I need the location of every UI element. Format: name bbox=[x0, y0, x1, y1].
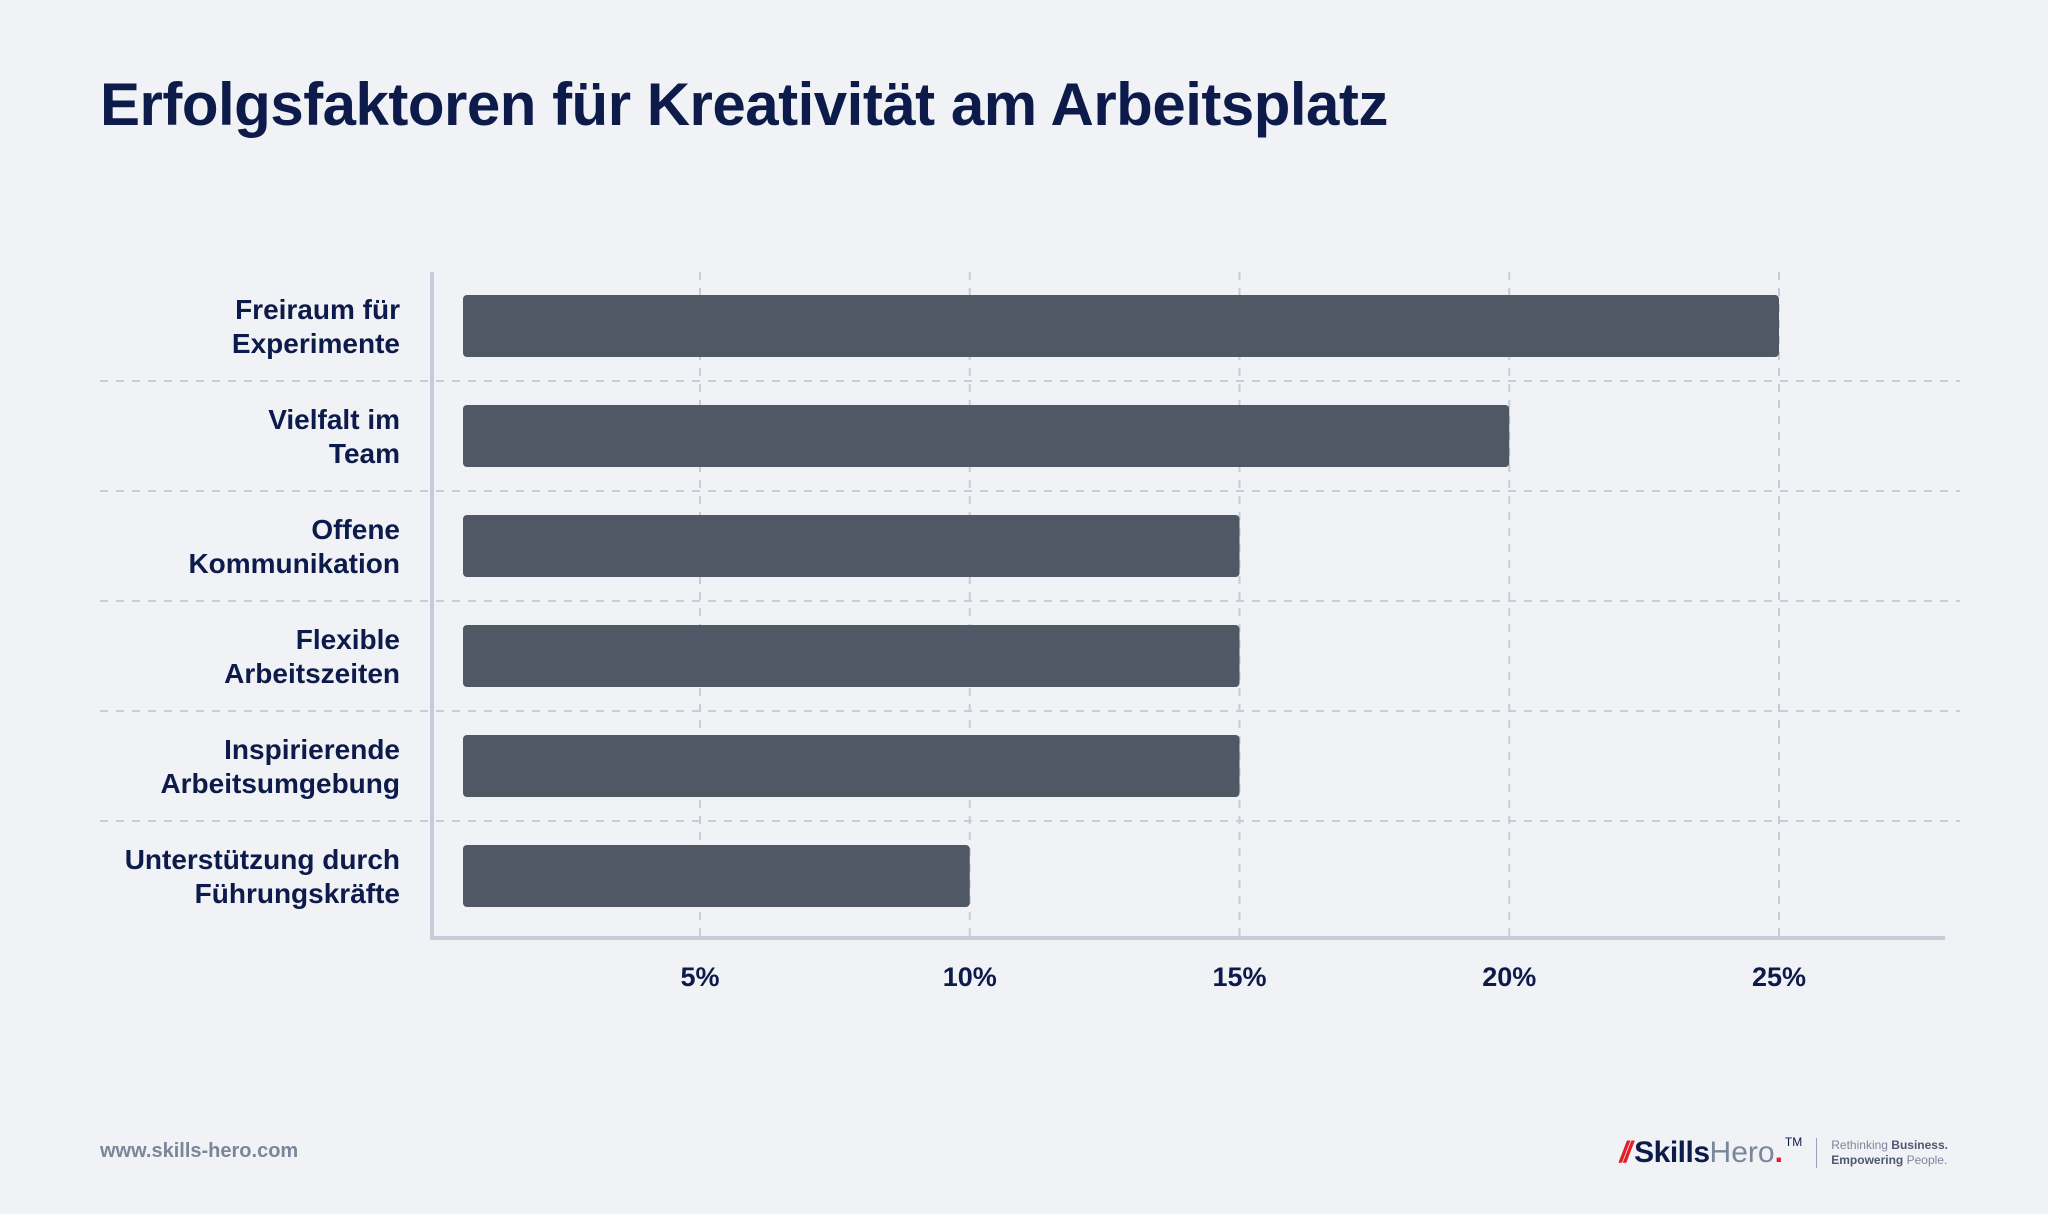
bar bbox=[463, 295, 1779, 357]
bar bbox=[463, 405, 1510, 467]
footer-url[interactable]: www.skills-hero.com bbox=[100, 1140, 299, 1162]
brand-wordmark: // Skills Hero . TM bbox=[1619, 1136, 1802, 1170]
brand-tagline: Rethinking Business. Empowering People. bbox=[1831, 1138, 1948, 1168]
brand-trademark: TM bbox=[1784, 1135, 1803, 1149]
brand-skills: Skills bbox=[1634, 1136, 1710, 1169]
bar bbox=[463, 845, 970, 907]
category-label: Vielfalt im Team bbox=[268, 404, 400, 469]
category-label: Unterstützung durch Führungskräfte bbox=[125, 844, 400, 909]
page-title: Erfolgsfaktoren für Kreativität am Arbei… bbox=[100, 71, 1388, 138]
x-tick-label: 10% bbox=[943, 962, 997, 992]
brand-hero: Hero bbox=[1709, 1136, 1775, 1169]
brand-logo: // Skills Hero . TM Rethinking Business.… bbox=[1619, 1136, 1948, 1170]
x-tick-label: 15% bbox=[1212, 962, 1266, 992]
category-label: Flexible Arbeitszeiten bbox=[224, 624, 400, 689]
bar bbox=[463, 515, 1240, 577]
brand-slash: // bbox=[1619, 1136, 1632, 1169]
x-tick-label: 20% bbox=[1482, 962, 1536, 992]
tagline-line-2: Empowering People. bbox=[1831, 1153, 1948, 1167]
tagline-line-1: Rethinking Business. bbox=[1831, 1138, 1948, 1152]
brand-separator bbox=[1816, 1138, 1818, 1168]
category-label: Freiraum für Experimente bbox=[232, 294, 400, 359]
x-tick-label: 25% bbox=[1752, 962, 1806, 992]
category-label: Inspirierende Arbeitsumgebung bbox=[160, 734, 400, 799]
x-tick-label: 5% bbox=[680, 962, 719, 992]
brand-dot: . bbox=[1774, 1136, 1783, 1169]
bar bbox=[463, 625, 1240, 687]
bar bbox=[463, 735, 1240, 797]
category-label: Offene Kommunikation bbox=[188, 514, 400, 579]
